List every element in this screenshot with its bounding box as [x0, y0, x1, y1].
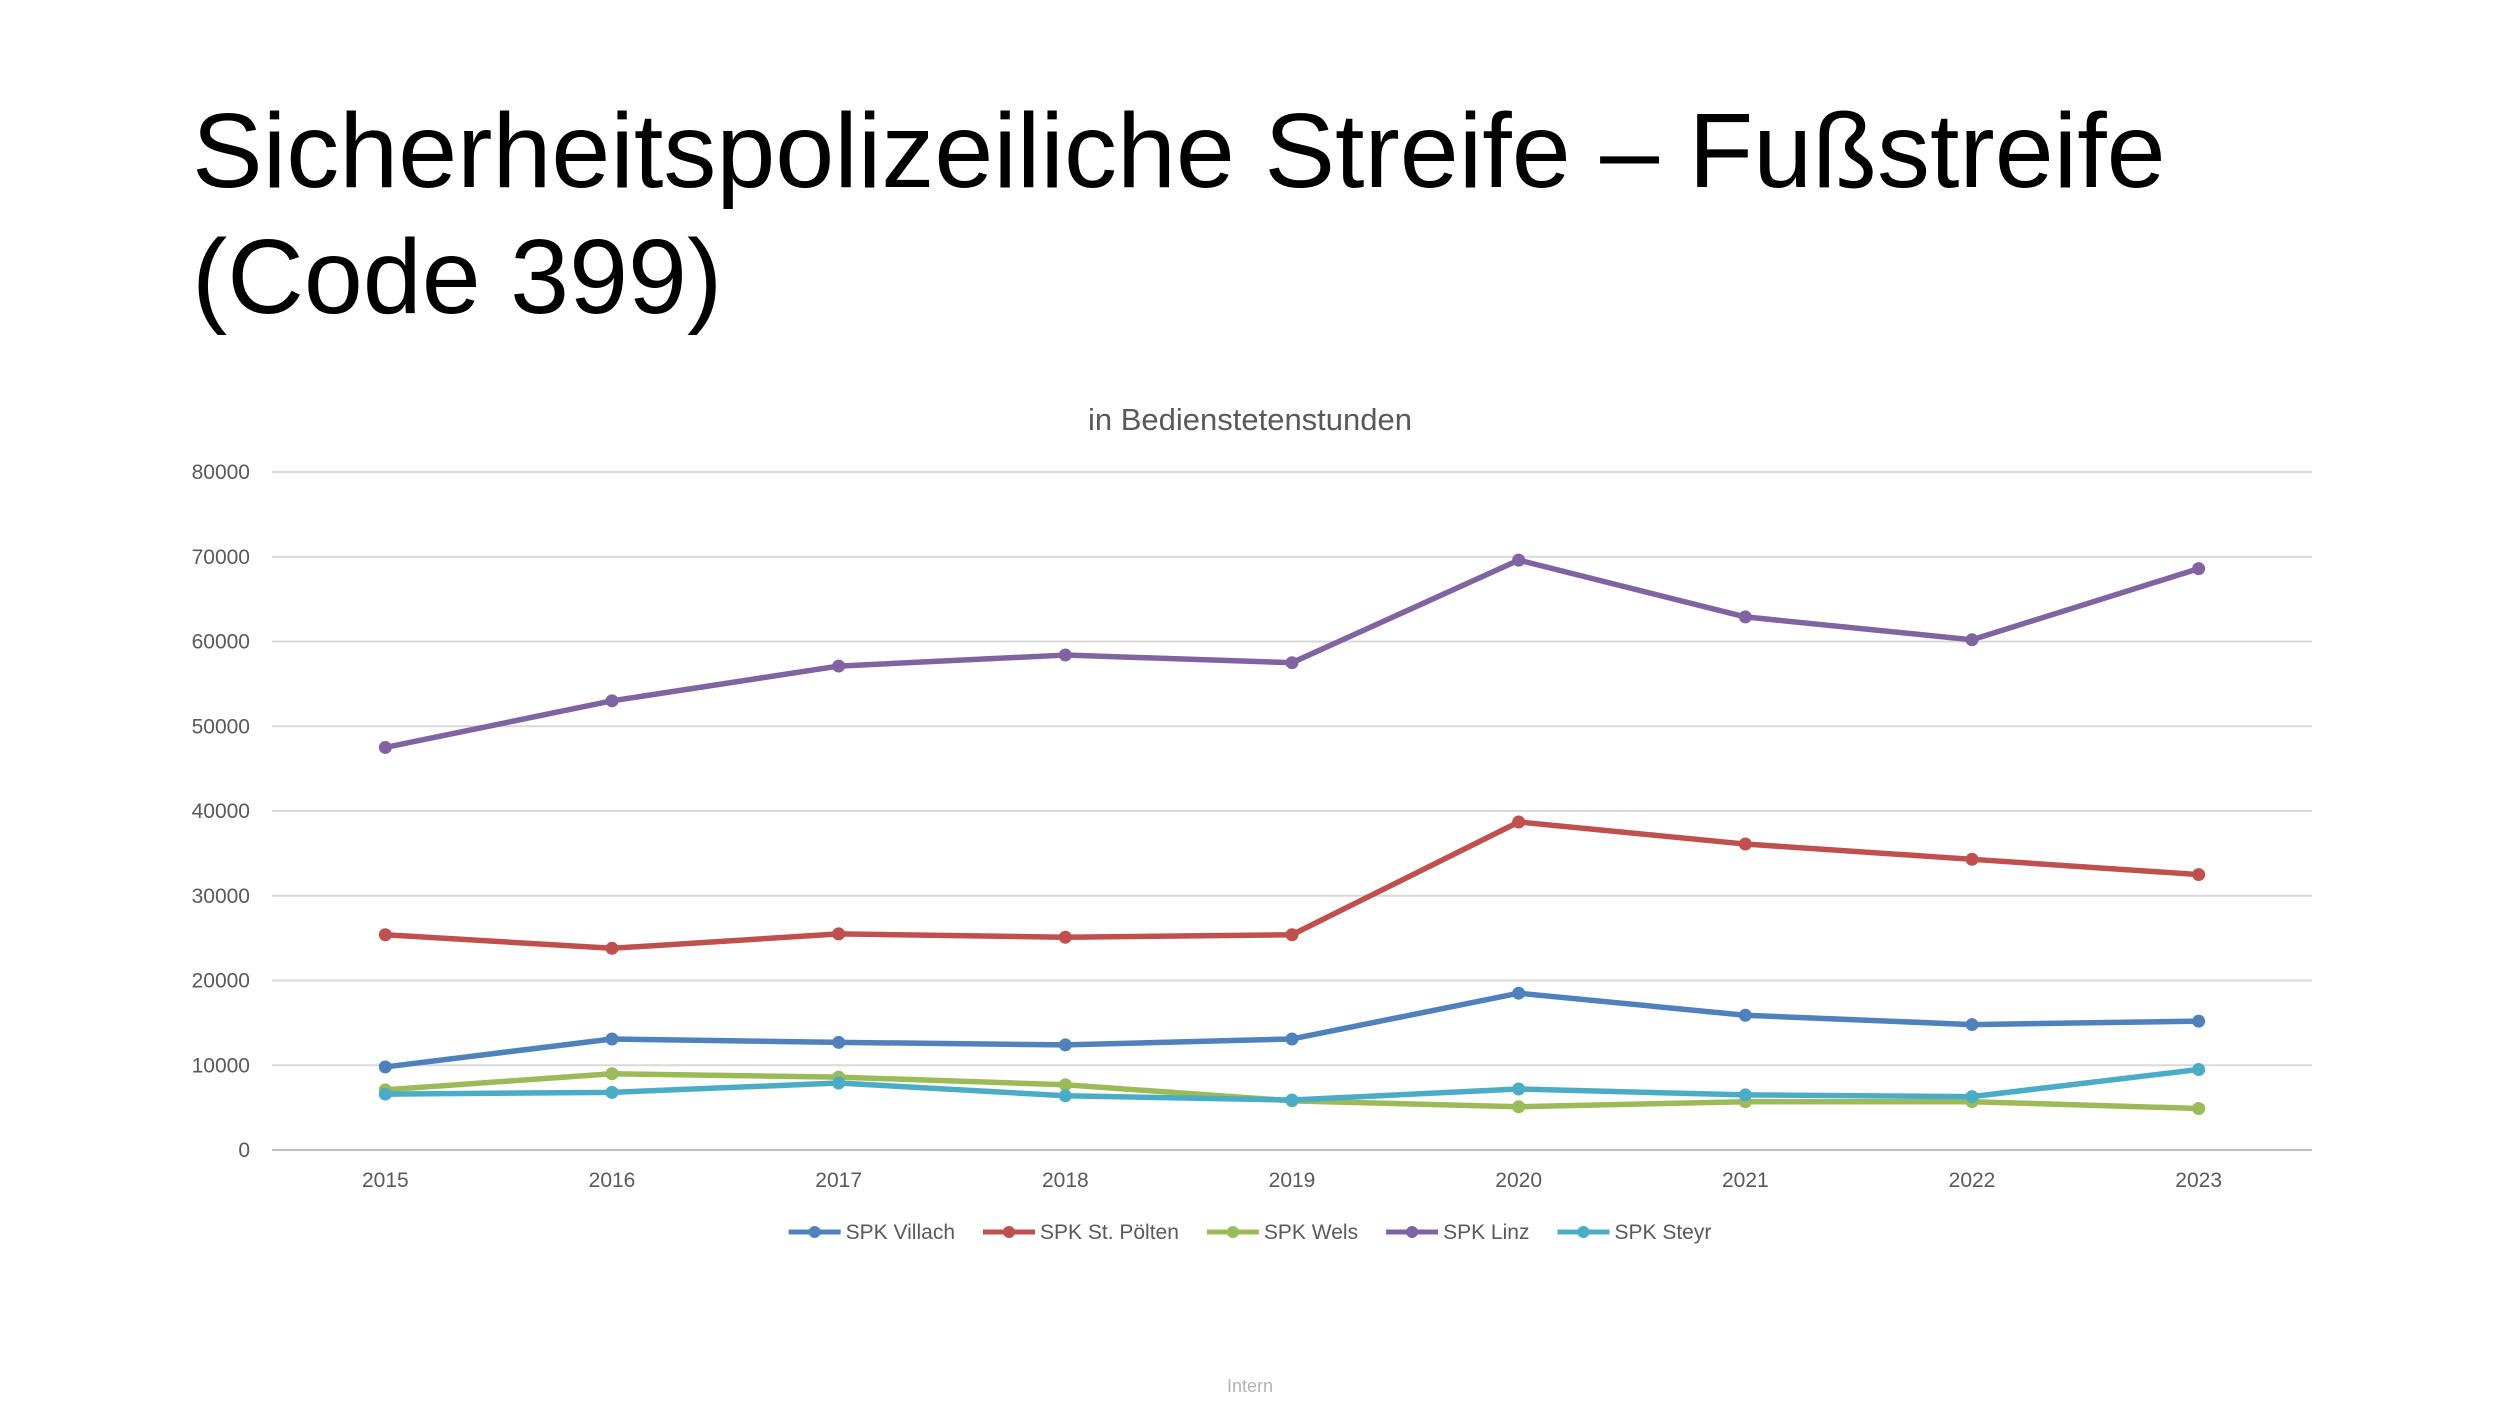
data-point: [832, 1076, 846, 1090]
y-axis-ticks: 0 10000 20000 30000 40000 50000 60000 70000 8000…: [192, 461, 250, 1162]
legend-label: SPK Linz: [1443, 1221, 1529, 1244]
data-point: [1738, 837, 1752, 851]
data-point: [1058, 1089, 1072, 1103]
data-point: [1965, 633, 1979, 647]
series-lines: [378, 553, 2206, 1115]
x-tick-label: 2023: [2175, 1169, 2222, 1192]
gridlines: [272, 471, 2312, 1151]
data-point: [1058, 1078, 1072, 1092]
series-spk-st-p-lten: [378, 815, 2206, 955]
data-point: [1285, 1032, 1299, 1046]
x-tick-label: 2016: [589, 1169, 636, 1192]
data-point: [1285, 928, 1299, 942]
legend-label: SPK Villach: [846, 1221, 955, 1244]
legend-marker: [1003, 1226, 1015, 1238]
x-axis-ticks: 2015 2016 2017 2018 2019 2020 2021 2022 2023: [362, 1169, 2222, 1192]
y-tick-label: 80000: [192, 461, 250, 484]
data-point: [1512, 986, 1526, 1000]
data-point: [2192, 1101, 2206, 1115]
data-point: [605, 1085, 619, 1099]
slide-title: Sicherheitspolizeiliche Streife – Fußstr…: [192, 88, 2392, 340]
y-tick-label: 10000: [192, 1054, 250, 1077]
data-point: [605, 1067, 619, 1081]
y-tick-label: 60000: [192, 631, 250, 654]
legend-item: SPK Wels: [1206, 1221, 1358, 1244]
data-point: [1285, 656, 1299, 670]
x-tick-label: 2020: [1495, 1169, 1542, 1192]
x-tick-label: 2019: [1269, 1169, 1316, 1192]
data-point: [1512, 553, 1526, 567]
legend: SPK Villach SPK St. Pölten SPK Wels SPK Lin…: [788, 1221, 1711, 1244]
data-point: [1058, 648, 1072, 662]
data-point: [1512, 815, 1526, 829]
data-point: [2192, 868, 2206, 882]
data-point: [605, 694, 619, 708]
y-tick-label: 20000: [192, 970, 250, 993]
data-point: [378, 1060, 392, 1074]
data-point: [605, 941, 619, 955]
legend-marker: [1406, 1226, 1419, 1238]
data-point: [832, 659, 846, 673]
series-spk-villach: [378, 986, 2206, 1074]
data-point: [832, 927, 846, 941]
legend-label: SPK Wels: [1264, 1221, 1358, 1244]
data-point: [2192, 1062, 2206, 1076]
data-point: [832, 1035, 846, 1049]
chart-title: in Bedienstetenstunden: [1088, 402, 1412, 437]
legend-label: SPK St. Pölten: [1040, 1221, 1179, 1244]
x-tick-label: 2018: [1042, 1169, 1089, 1192]
data-point: [2192, 562, 2206, 576]
legend-item: SPK Steyr: [1557, 1221, 1711, 1244]
x-tick-label: 2021: [1722, 1169, 1769, 1192]
data-point: [1285, 1093, 1299, 1107]
data-point: [1965, 852, 1979, 866]
x-tick-label: 2015: [362, 1169, 409, 1192]
data-point: [1965, 1018, 1979, 1032]
data-point: [1738, 1088, 1752, 1102]
x-tick-label: 2017: [815, 1169, 862, 1192]
y-tick-label: 30000: [192, 885, 250, 908]
data-point: [1058, 930, 1072, 944]
x-tick-label: 2022: [1949, 1169, 1996, 1192]
data-point: [1512, 1082, 1526, 1096]
y-tick-label: 0: [238, 1139, 250, 1162]
data-point: [1965, 1090, 1979, 1104]
legend-item: SPK Villach: [788, 1221, 955, 1244]
series-line: [382, 557, 2202, 751]
data-point: [378, 1087, 392, 1101]
data-point: [1058, 1038, 1072, 1052]
footer-classification: Intern: [1226, 1376, 1274, 1396]
legend-marker: [1577, 1226, 1590, 1238]
series-spk-linz: [378, 553, 2206, 754]
legend-marker: [1226, 1226, 1239, 1238]
data-point: [2192, 1014, 2206, 1028]
data-point: [1512, 1100, 1526, 1114]
series-spk-steyr: [378, 1062, 2206, 1107]
data-point: [378, 928, 392, 942]
legend-marker: [808, 1226, 821, 1238]
slide-title-line-1: Sicherheitspolizeiliche Streife – Fußstr…: [192, 92, 2166, 210]
data-point: [605, 1032, 619, 1046]
y-tick-label: 70000: [192, 546, 250, 569]
data-point: [378, 740, 392, 754]
legend-label: SPK Steyr: [1614, 1221, 1711, 1244]
data-point: [1738, 1008, 1752, 1022]
y-tick-label: 50000: [192, 715, 250, 738]
legend-item: SPK Linz: [1386, 1221, 1529, 1244]
slide-title-line-2: (Code 399): [192, 218, 723, 336]
legend-item: SPK St. Pölten: [983, 1221, 1179, 1244]
data-point: [1738, 610, 1752, 624]
series-line: [382, 990, 2202, 1070]
y-tick-label: 40000: [192, 800, 250, 823]
